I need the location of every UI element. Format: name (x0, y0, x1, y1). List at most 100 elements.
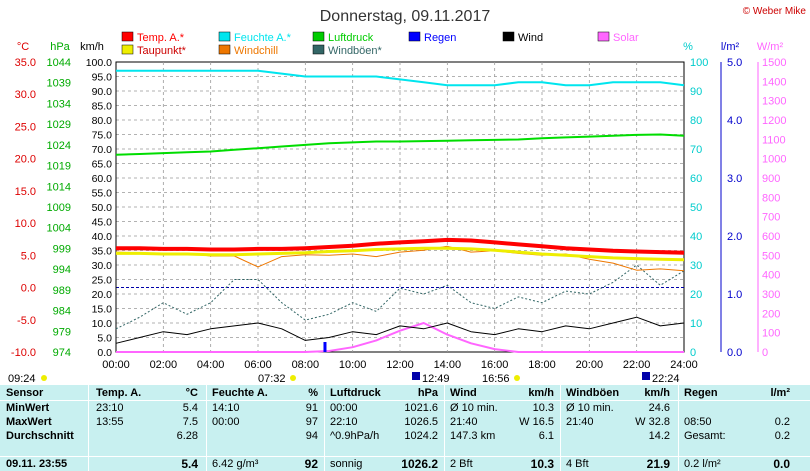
stats-cell-temp: 7.5 (182, 416, 198, 428)
legend-swatch (502, 31, 515, 42)
humidity-tick: 10 (690, 318, 702, 330)
weather-chart: Donnerstag, 09.11.2017 © Weber Mike Temp. … (8, 6, 807, 385)
time-tick: 08:00 (292, 359, 320, 371)
legend-label: Windböen* (328, 45, 383, 57)
stats-divider (678, 385, 679, 471)
temp-unit: °C (17, 41, 29, 53)
humidity-tick: 50 (690, 202, 702, 214)
solar-tick: 100 (762, 328, 780, 340)
stats-cell-gust: W 32.8 (635, 416, 670, 428)
humidity-tick: 30 (690, 260, 702, 272)
header-rain-unit: l/m² (770, 387, 790, 399)
rain-tick: 3.0 (727, 173, 742, 185)
wind-tick: 55.0 (92, 188, 113, 200)
wind-tick: 5.0 (97, 333, 112, 345)
pressure-tick: 999 (53, 243, 71, 255)
max-wind-time: 22:24 (652, 373, 680, 385)
pressure-unit: hPa (50, 41, 70, 53)
humidity-tick: 0 (690, 347, 696, 359)
solar-tick: 400 (762, 270, 780, 282)
time-tick: 10:00 (339, 359, 367, 371)
solar-tick: 1300 (762, 96, 786, 108)
header-gust-unit: km/h (644, 387, 670, 399)
sunset-time: 16:56 (482, 373, 510, 385)
temp-tick: 15.0 (15, 186, 36, 198)
humidity-tick: 40 (690, 231, 702, 243)
stats-cell-label: MinWert (6, 402, 50, 414)
stats-separator (0, 400, 810, 401)
series-line (116, 237, 685, 255)
stats-cell-hum: 91 (305, 402, 318, 414)
legend-label: Feuchte A.* (234, 32, 292, 44)
solar-tick: 0 (762, 347, 768, 359)
stats-cell-wind: 6.1 (538, 430, 554, 442)
wind-tick: 40.0 (92, 231, 113, 243)
stats-cell-hum: 94 (305, 430, 318, 442)
wind-tick: 0.0 (97, 347, 112, 359)
stats-row: 09.11. 23:55 5.4 6.42 g/m³ 92 sonnig 1026.2 2 … (0, 457, 810, 471)
header-wind-unit: km/h (528, 387, 554, 399)
stats-cell-temp: 5.4 (181, 457, 198, 471)
stats-cell-wind-a: 21:40 (450, 416, 478, 428)
wind-tick: 20.0 (92, 289, 113, 301)
wind-tick: 10.0 (92, 318, 113, 330)
temp-tick: -5.0 (17, 315, 36, 327)
rain-unit: l/m² (721, 41, 740, 53)
legend-swatch (312, 31, 325, 42)
legend-swatch (408, 31, 421, 42)
wind-tick: 15.0 (92, 304, 113, 316)
pressure-tick: 989 (53, 285, 71, 297)
stats-cell-label: 09.11. 23:55 (6, 458, 68, 470)
legend-swatch (218, 44, 231, 55)
stats-cell-wind: 10.3 (532, 402, 554, 414)
legend-swatch (312, 44, 325, 55)
header-pressure-unit: hPa (417, 387, 438, 399)
series-line (115, 316, 685, 344)
humidity-tick: 70 (690, 144, 702, 156)
stats-cell-wind-max: W 16.5 (519, 416, 554, 428)
solar-tick: 1000 (762, 154, 786, 166)
wind-tick: 50.0 (92, 202, 113, 214)
solar-tick: 900 (762, 173, 780, 185)
humidity-tick: 80 (690, 115, 702, 127)
wind-tick: 75.0 (92, 130, 113, 142)
solar-tick: 200 (762, 308, 780, 320)
stats-cell-press-time: ^0.9hPa/h (330, 430, 380, 442)
legend-swatch (121, 44, 134, 55)
pressure-tick: 1039 (47, 78, 71, 90)
wind-tick: 95.0 (92, 72, 113, 84)
stats-cell-gust: 14.2 (648, 430, 670, 442)
sunrise-time: 07:32 (258, 373, 286, 385)
stats-row: MinWert 23:10 5.4 14:10 91 00:00 1021.6 Ø 10 mi… (0, 401, 810, 415)
stats-cell-rain: 0.0 (773, 457, 790, 471)
time-tick: 00:00 (102, 359, 130, 371)
solar-tick: 1500 (762, 57, 786, 69)
stats-cell-press-time: 22:10 (330, 416, 358, 428)
series-line (116, 246, 685, 262)
pressure-tick: 1029 (47, 119, 71, 131)
stats-cell-temp-time: 23:10 (96, 402, 124, 414)
time-tick: 14:00 (434, 359, 462, 371)
stats-cell-wind-a: 147.3 km (450, 430, 496, 442)
time-tick: 24:00 (670, 359, 698, 371)
stats-cell-press: 1026.5 (404, 416, 438, 428)
stats-cell-gust-a: 4 Bft (566, 458, 589, 470)
moon-icon (41, 375, 47, 381)
stats-cell-gust-a: Ø 10 min. (566, 402, 614, 414)
stats-row: Durchschnitt 6.28 94 ^0.9hPa/h 1024.2 147.3 k… (0, 429, 810, 443)
header-pressure: Luftdruck (330, 387, 381, 399)
header-rain: Regen (684, 387, 718, 399)
stats-cell-rain-a: 0.2 l/m² (684, 458, 721, 470)
header-temp-unit: °C (185, 387, 198, 399)
wind-tick: 100.0 (86, 57, 112, 69)
temp-tick: 30.0 (15, 89, 36, 101)
rain-tick: 1.0 (727, 289, 742, 301)
wind-tick: 35.0 (92, 246, 113, 258)
solar-unit: W/m² (757, 41, 784, 53)
solar-tick: 1100 (762, 134, 786, 146)
legend-label: Windchill (234, 45, 278, 57)
stats-cell-temp-time: 13:55 (96, 416, 124, 428)
stats-cell-hum-time: 14:10 (212, 402, 240, 414)
series-line (115, 133, 685, 156)
credit-text: © Weber Mike (743, 6, 807, 17)
